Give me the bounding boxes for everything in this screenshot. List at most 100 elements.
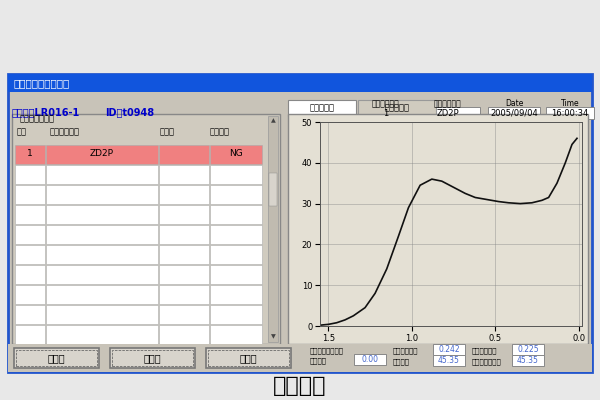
Bar — [210, 165, 262, 184]
Bar — [358, 100, 436, 116]
Bar — [210, 325, 262, 344]
Bar — [15, 325, 45, 344]
Bar — [433, 355, 465, 366]
Bar — [365, 107, 407, 119]
Bar — [8, 74, 592, 92]
Text: 最終停止荷重圧: 最終停止荷重圧 — [472, 359, 502, 365]
Text: 圧入監視: 圧入監視 — [273, 376, 327, 396]
Bar — [46, 205, 158, 224]
Bar — [46, 165, 158, 184]
Text: 16:00:34: 16:00:34 — [551, 108, 589, 118]
Text: ID：t0948: ID：t0948 — [105, 107, 154, 117]
Text: プロフィールデータ: プロフィールデータ — [14, 78, 70, 88]
Bar — [15, 265, 45, 284]
Bar — [12, 114, 280, 344]
Text: 0.00: 0.00 — [361, 355, 379, 364]
Bar — [46, 185, 158, 204]
Bar — [15, 285, 45, 304]
Bar — [46, 245, 158, 264]
Text: ターゲットゾーン: ターゲットゾーン — [310, 348, 344, 354]
Bar — [288, 114, 588, 344]
Bar — [288, 100, 356, 116]
Bar — [210, 265, 262, 284]
Text: 45.35: 45.35 — [517, 356, 539, 365]
Text: 終　了: 終 了 — [239, 353, 257, 363]
Text: 平均荷重: 平均荷重 — [310, 358, 327, 364]
Bar — [159, 285, 209, 304]
Bar — [210, 205, 262, 224]
Text: ▲: ▲ — [271, 118, 275, 124]
Bar — [210, 185, 262, 204]
Text: ZD2P: ZD2P — [90, 150, 114, 158]
Bar — [159, 165, 209, 184]
Bar — [159, 185, 209, 204]
Text: 再挿入: 再挿入 — [160, 128, 175, 136]
Bar — [159, 205, 209, 224]
Bar — [15, 205, 45, 224]
Bar — [206, 348, 291, 368]
Bar — [15, 305, 45, 324]
Bar — [112, 350, 193, 366]
Bar — [210, 285, 262, 304]
Bar — [159, 245, 209, 264]
Bar — [8, 344, 592, 372]
Bar — [8, 74, 592, 372]
Bar — [546, 107, 594, 119]
Bar — [15, 185, 45, 204]
Bar — [14, 348, 99, 368]
Text: コネクタ品名: コネクタ品名 — [434, 100, 461, 108]
Bar — [210, 245, 262, 264]
Text: 番号: 番号 — [17, 128, 27, 136]
Bar — [210, 145, 262, 164]
Bar — [433, 344, 465, 355]
Text: 読　込: 読 込 — [47, 353, 65, 363]
Bar — [16, 350, 97, 366]
Bar — [46, 305, 158, 324]
Text: 0.242: 0.242 — [438, 345, 460, 354]
Bar — [46, 145, 158, 164]
Bar — [159, 325, 209, 344]
Bar — [210, 305, 262, 324]
Text: 印　刷: 印 刷 — [143, 353, 161, 363]
Bar — [46, 225, 158, 244]
Text: Time: Time — [560, 100, 580, 108]
Text: 1: 1 — [27, 150, 33, 158]
Text: Date: Date — [505, 100, 523, 108]
Text: グラフ表示: グラフ表示 — [310, 104, 335, 112]
Bar — [269, 172, 277, 206]
Bar — [46, 325, 158, 344]
Text: 挿入結果: 挿入結果 — [210, 128, 230, 136]
Text: 基板名：LR016-1: 基板名：LR016-1 — [12, 107, 80, 117]
Bar — [512, 355, 544, 366]
Bar — [159, 145, 209, 164]
Text: 最大荷重: 最大荷重 — [393, 359, 410, 365]
Bar — [15, 145, 45, 164]
Text: 45.35: 45.35 — [438, 356, 460, 365]
Bar — [488, 107, 540, 119]
Bar — [46, 285, 158, 304]
Text: コネクタ名称: コネクタ名称 — [50, 128, 80, 136]
Bar — [15, 245, 45, 264]
Text: 2005/09/04: 2005/09/04 — [490, 108, 538, 118]
Bar — [159, 265, 209, 284]
Bar — [210, 225, 262, 244]
Bar — [46, 265, 158, 284]
Text: 1: 1 — [383, 108, 389, 118]
Bar — [208, 350, 289, 366]
Bar — [15, 165, 45, 184]
Bar — [110, 348, 195, 368]
Text: NG: NG — [229, 150, 243, 158]
Text: 0.225: 0.225 — [517, 345, 539, 354]
Bar — [159, 225, 209, 244]
Text: コネクタ番号: コネクタ番号 — [372, 100, 400, 108]
Bar — [354, 354, 386, 365]
Text: 最大荷重位置: 最大荷重位置 — [393, 348, 419, 354]
Text: 表形式表示: 表形式表示 — [385, 104, 409, 112]
Bar — [15, 225, 45, 244]
Text: 挿入位置データ: 挿入位置データ — [20, 114, 55, 124]
Bar — [512, 344, 544, 355]
Bar — [159, 305, 209, 324]
Bar — [268, 116, 278, 342]
Text: ▼: ▼ — [271, 334, 275, 340]
Bar — [415, 107, 480, 119]
